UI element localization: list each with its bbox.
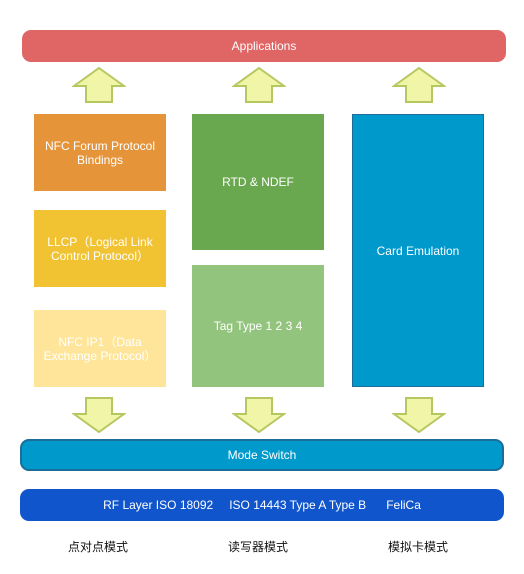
mode-label-p2p: 点对点模式 xyxy=(67,540,128,554)
mode-switch-bar: Mode Switch xyxy=(20,439,504,471)
up-arrow-icon xyxy=(392,66,446,104)
card-emulation-label: Card Emulation xyxy=(376,243,460,258)
rtd-ndef-label: RTD & NDEF xyxy=(222,175,294,189)
tag-type-box: Tag Type 1 2 3 4 xyxy=(192,265,324,387)
applications-label: Applications xyxy=(231,39,297,53)
applications-bar: Applications xyxy=(22,30,506,62)
rf-layer-felica: FeliCa xyxy=(386,498,421,512)
mode-switch-label: Mode Switch xyxy=(227,448,297,462)
rtd-ndef-box: RTD & NDEF xyxy=(192,114,324,250)
protocol-bindings-label: NFC Forum Protocol Bindings xyxy=(44,138,156,167)
up-arrow-icon xyxy=(72,66,126,104)
up-arrow-icon xyxy=(232,66,286,104)
rf-layer-iso14443: ISO 14443 Type A Type B xyxy=(229,498,367,512)
protocol-bindings-box: NFC Forum Protocol Bindings xyxy=(34,114,166,191)
down-arrow-icon xyxy=(232,396,286,434)
card-emulation-box: Card Emulation xyxy=(352,114,484,387)
nfc-ip1-box: NFC IP1（Data Exchange Protocol） xyxy=(34,310,166,387)
llcp-label: LLCP（Logical Link Control Protocol） xyxy=(47,234,153,263)
rf-layer-label: RF Layer ISO 18092 xyxy=(103,498,214,512)
llcp-box: LLCP（Logical Link Control Protocol） xyxy=(34,210,166,287)
mode-label-ce: 模拟卡模式 xyxy=(387,540,448,554)
nfc-ip1-label: NFC IP1（Data Exchange Protocol） xyxy=(43,334,157,363)
rf-layer-bar: RF Layer ISO 18092 ISO 14443 Type A Type… xyxy=(20,489,504,521)
down-arrow-icon xyxy=(72,396,126,434)
mode-label-rw: 读写器模式 xyxy=(227,540,288,554)
tag-type-label: Tag Type 1 2 3 4 xyxy=(213,319,303,333)
down-arrow-icon xyxy=(392,396,446,434)
